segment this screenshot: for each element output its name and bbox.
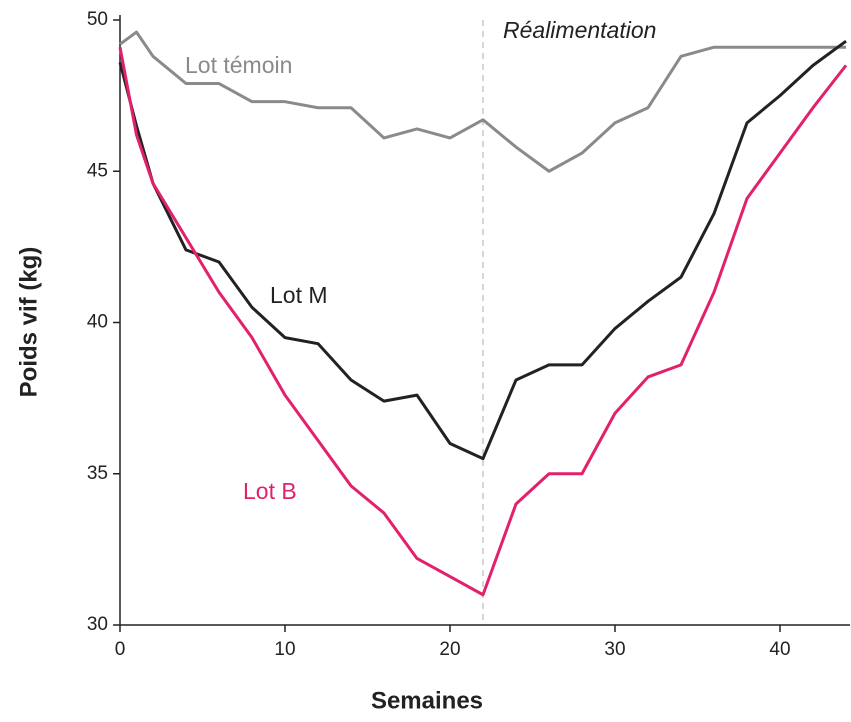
y-tick-label: 50 xyxy=(87,9,108,30)
series-label: Lot M xyxy=(270,282,328,308)
series-line xyxy=(118,46,848,597)
x-axis-label: Semaines xyxy=(371,687,483,714)
x-tick-label: 0 xyxy=(115,639,126,660)
series-label: Lot témoin xyxy=(185,52,292,78)
y-tick-label: 40 xyxy=(87,312,108,333)
y-axis-label: Poids vif (kg) xyxy=(15,247,42,398)
y-tick-label: 45 xyxy=(87,160,108,181)
y-tick-label: 35 xyxy=(87,463,108,484)
reference-label: Réalimentation xyxy=(503,17,656,43)
x-tick-label: 20 xyxy=(439,639,460,660)
series-line xyxy=(119,30,846,173)
series-line xyxy=(118,39,847,461)
series-label: Lot B xyxy=(243,478,297,504)
y-tick-label: 30 xyxy=(87,614,108,635)
x-tick-label: 30 xyxy=(604,639,625,660)
x-tick-label: 10 xyxy=(274,639,295,660)
x-tick-label: 40 xyxy=(769,639,790,660)
